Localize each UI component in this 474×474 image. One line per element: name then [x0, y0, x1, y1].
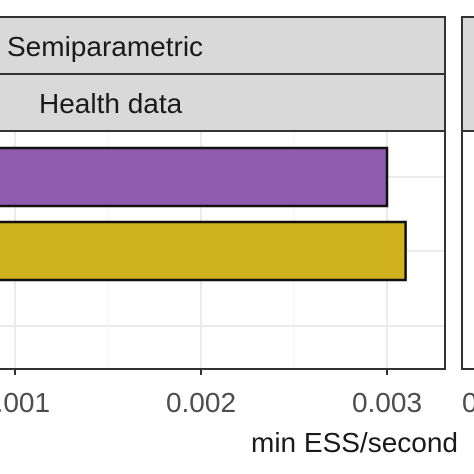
x-axis-title: min ESS/second [251, 427, 458, 458]
x-tick-label: 0.003 [352, 387, 422, 418]
x-tick-label: 0.002 [166, 387, 236, 418]
next-panel-strip [461, 16, 474, 132]
bar-2 [0, 220, 407, 282]
x-axis-ticks: 0.001 0.002 0.003 [0, 369, 422, 418]
x-tick-label: 0.001 [0, 387, 50, 418]
panel-border [0, 130, 446, 370]
facet-strip-inner [0, 73, 446, 132]
facet-strip-label-inner: Health data [39, 88, 183, 119]
facet-strip-label-outer: Semiparametric [7, 31, 203, 62]
next-panel-border [461, 130, 474, 370]
bars [0, 146, 407, 282]
next-panel-tick-label: 0 [462, 387, 474, 418]
bar-1 [0, 146, 389, 208]
facet-strip-outer [0, 16, 446, 75]
